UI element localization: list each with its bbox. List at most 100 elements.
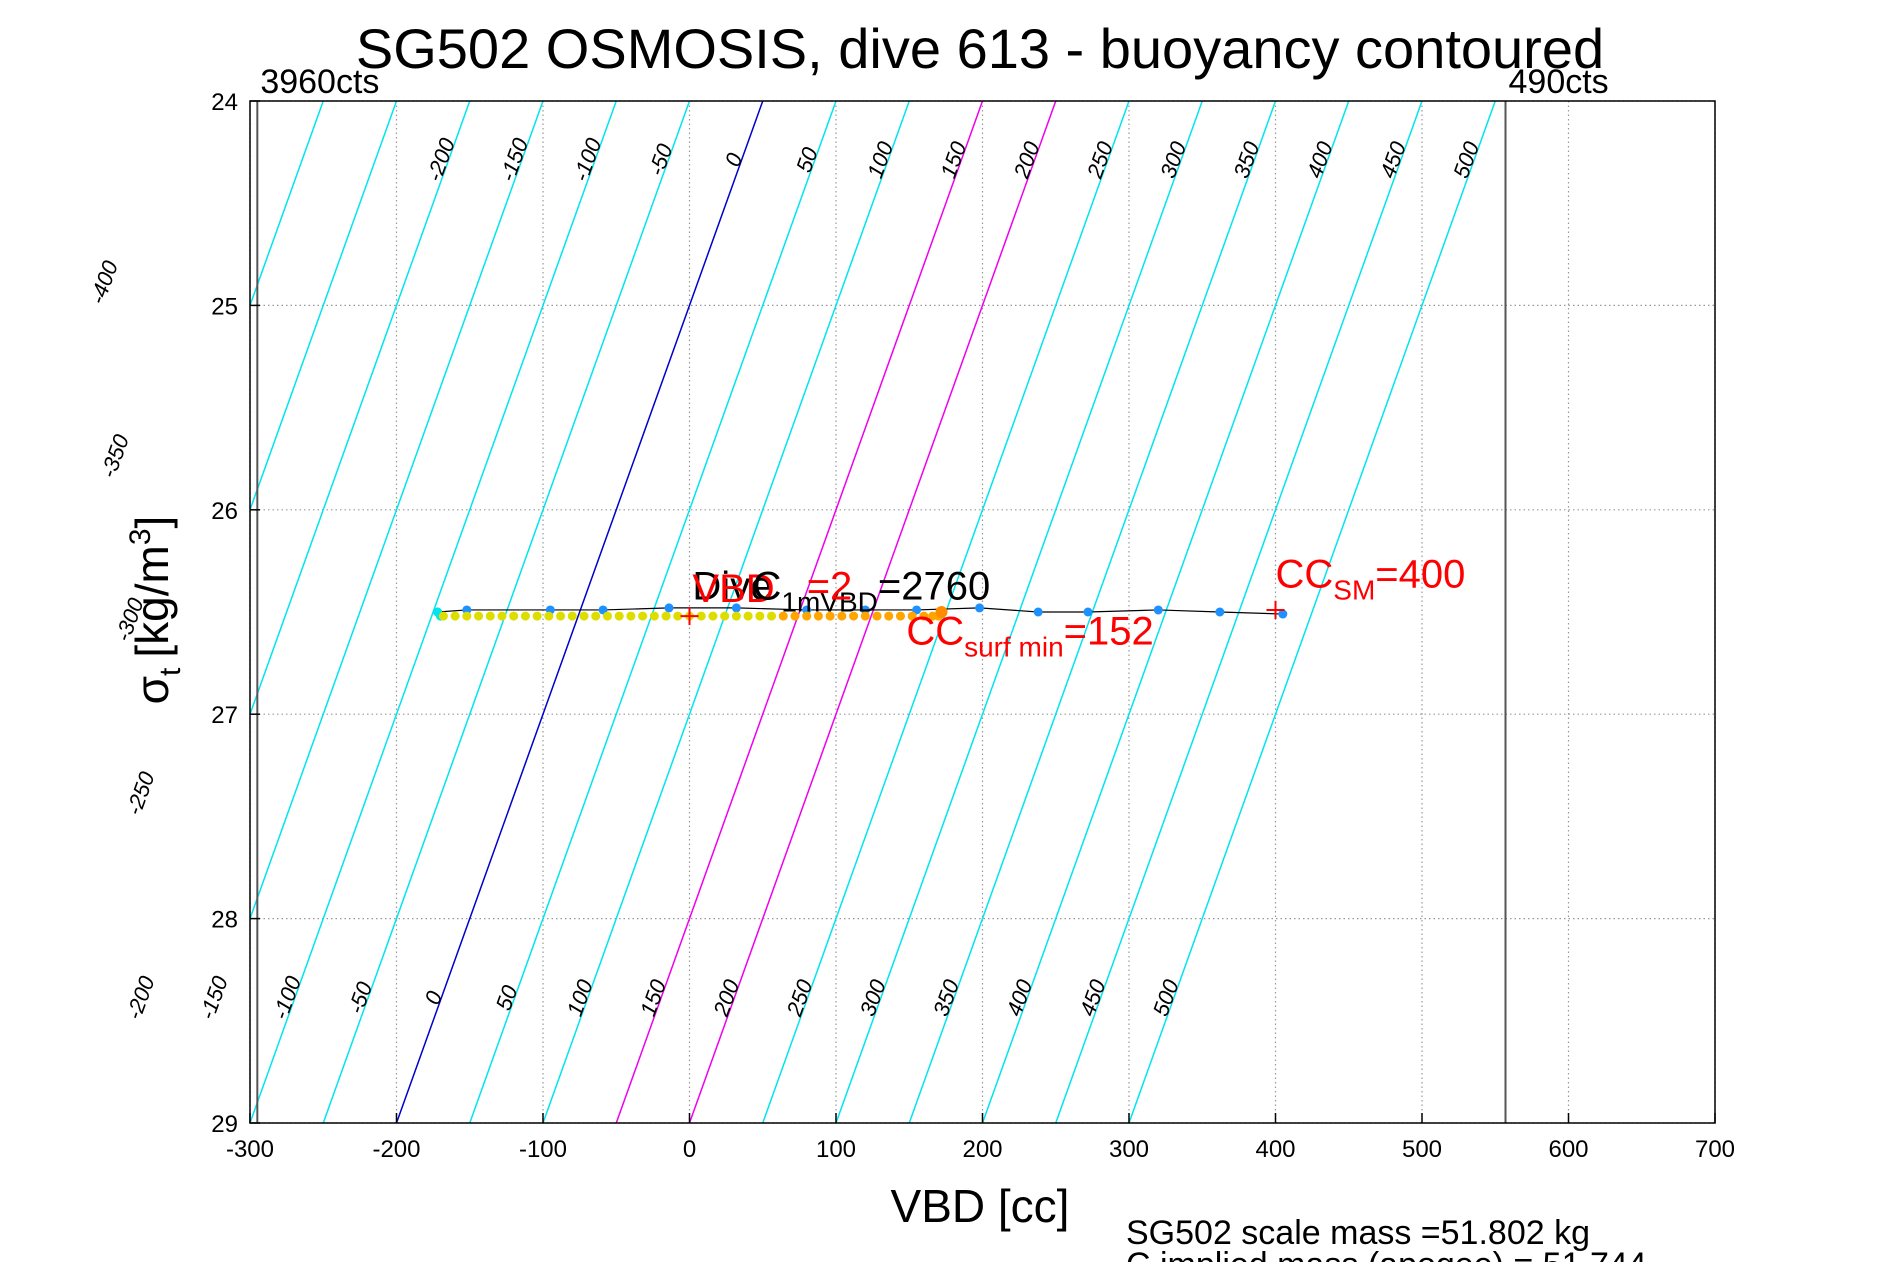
x-tick-label: 400 [1255,1136,1295,1163]
y-axis-label-unit-pre: [kg/m [126,545,178,657]
contour-line [981,101,1350,1123]
annotation-eq2: =2 [807,565,853,609]
data-point [872,611,882,621]
y-axis-label-unit-post: ] [126,516,178,529]
data-point [895,611,905,621]
contour-line [835,101,1203,1123]
count-limit-label: 3960cts [260,63,379,101]
data-point [860,611,870,621]
x-tick-label: -100 [519,1136,567,1163]
data-point [649,611,659,621]
data-point [767,611,777,621]
x-axis-label: VBD [cc] [891,1180,1070,1232]
contour-line [688,101,1057,1123]
data-point [708,611,718,621]
y-tick-label: 27 [211,702,238,729]
data-point [907,611,917,621]
data-point [450,611,460,621]
x-tick-label: 300 [1109,1136,1149,1163]
data-point [614,611,624,621]
data-point [520,611,530,621]
annotation-ccsurf: CCsurf min=152 [906,610,1153,663]
y-tick-label: 28 [211,907,238,934]
annotation-vbd-red: VBD [692,567,774,611]
data-point [673,611,683,621]
y-axis-label-unit-sup: 3 [124,528,157,545]
data-point [1215,607,1225,617]
data-point [790,611,800,621]
plus-marker [1266,600,1285,619]
contour-line [250,101,324,308]
data-point [591,611,601,621]
contour-label-top: -100 [568,134,607,185]
data-point [919,611,929,621]
contour-line [1128,101,1496,1123]
annotation-dive: Dive [692,565,772,609]
data-point [462,611,472,621]
contour-label-left: -400 [84,257,123,308]
data-point [884,611,894,621]
contour-line [250,101,471,717]
contour-line [1055,101,1423,1123]
x-tick-label: 600 [1548,1136,1588,1163]
x-tick-label: 0 [683,1136,696,1163]
contour-label-left: -350 [95,430,134,481]
data-point [438,611,448,621]
data-point [602,611,612,621]
data-point [849,611,859,621]
plus-marker [680,607,699,626]
annotation-ccsm: CCSM=400 [1276,552,1466,605]
data-point [1278,609,1288,619]
data-point [661,611,671,621]
data-point [813,611,823,621]
contour-label-bottom: -200 [121,972,160,1023]
y-tick-label: 26 [211,498,238,525]
data-point [485,611,495,621]
data-point [837,611,847,621]
data-point [664,603,674,613]
data-point [567,611,577,621]
data-point [696,611,706,621]
count-limit-lines: 3960cts 490cts [256,63,1609,1123]
contour-label-bottom: -100 [268,972,307,1023]
data-point [1083,607,1093,617]
contour-label-bottom: -150 [194,972,233,1023]
data-point [778,611,788,621]
y-tick-label: 25 [211,293,238,320]
contour-label-top: -200 [421,134,460,185]
footer-scale-mass: SG502 scale mass =51.802 kg [1126,1214,1590,1252]
data-point [1153,605,1163,615]
data-point [975,603,985,613]
data-point [802,611,812,621]
chart-title: SG502 OSMOSIS, dive 613 - buoyancy conto… [356,17,1604,80]
x-tick-label: -300 [226,1136,274,1163]
data-point [731,611,741,621]
contour-line [250,101,398,513]
contour-line [615,101,984,1123]
x-tick-label: 700 [1695,1136,1735,1163]
data-point [720,611,730,621]
data-point [755,611,765,621]
data-point [474,611,484,621]
annotations: -200 -150 -100 -50 0 50 100 150 200 250 300 350 400 4… [84,134,1484,1023]
data-point [638,611,648,621]
x-tick-label: -200 [372,1136,420,1163]
x-tick-label: 100 [816,1136,856,1163]
y-axis-label-main: σ [126,676,178,704]
data-point [544,611,554,621]
circle-marker [935,606,948,618]
footer-implied-mass: C implied mass (apogee) = 51.744 [1126,1246,1647,1262]
contour-label-left: -250 [121,768,160,819]
data-point [497,611,507,621]
contour-line [250,101,544,921]
x-tick-label: 500 [1402,1136,1442,1163]
contour-line [322,101,691,1123]
data-point [509,611,519,621]
data-point [743,611,753,621]
data-point [532,611,542,621]
y-axis-label: σt [kg/m3] [124,516,187,705]
x-tick-label: 200 [962,1136,1002,1163]
contour-line [395,101,764,1123]
count-limit-label: 490cts [1509,63,1609,101]
